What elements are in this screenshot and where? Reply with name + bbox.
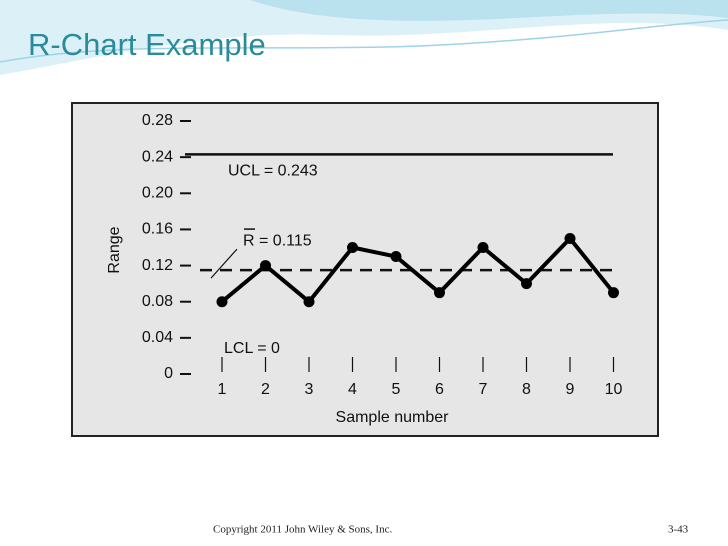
slide-title: R-Chart Example [28, 27, 266, 62]
leader [210, 248, 238, 279]
wave-line [0, 19, 728, 63]
data-point [260, 260, 271, 272]
x-axis-label: Sample number [336, 409, 450, 426]
data-point [216, 296, 228, 308]
x-tick-label: 7 [479, 381, 488, 398]
x-tick-label: 1 [218, 381, 227, 398]
wave [0, 0, 728, 75]
control-label: LCL = 0 [224, 340, 280, 357]
data-point [347, 242, 358, 253]
control-label: R = 0.115 [243, 232, 312, 249]
data-point [434, 287, 445, 299]
wave [250, 0, 728, 21]
y-tick-label: 0.24 [142, 148, 173, 165]
y-tick-label: 0.12 [142, 257, 173, 274]
x-tick-label: 8 [522, 381, 531, 398]
x-tick-label: 10 [605, 381, 623, 398]
data-point [390, 251, 402, 263]
y-axis-label: Range [106, 226, 123, 273]
y-tick-label: 0.20 [142, 185, 173, 202]
y-tick-label: 0.28 [142, 112, 173, 129]
control-label: UCL = 0.243 [228, 163, 318, 180]
data-line [220, 236, 616, 304]
x-tick-label: 4 [348, 381, 357, 398]
x-tick-label: 5 [392, 381, 401, 398]
y-tick-label: 0.16 [142, 221, 173, 238]
data-point [303, 296, 315, 308]
y-tick-label: 0.08 [142, 293, 173, 310]
data-point [477, 242, 489, 253]
x-tick-label: 9 [566, 381, 575, 398]
footer: Copyright 2011 John Wiley & Sons, Inc. [213, 524, 392, 536]
y-tick-label: 0.04 [142, 329, 173, 346]
x-tick-label: 2 [261, 381, 270, 398]
data-point [564, 232, 576, 244]
x-tick-label: 3 [305, 381, 314, 398]
data-point [521, 278, 532, 290]
y-tick-label: 0 [164, 365, 173, 382]
data-point [608, 287, 619, 299]
page-number: 3-43 [668, 524, 689, 536]
x-tick-label: 6 [435, 381, 444, 398]
